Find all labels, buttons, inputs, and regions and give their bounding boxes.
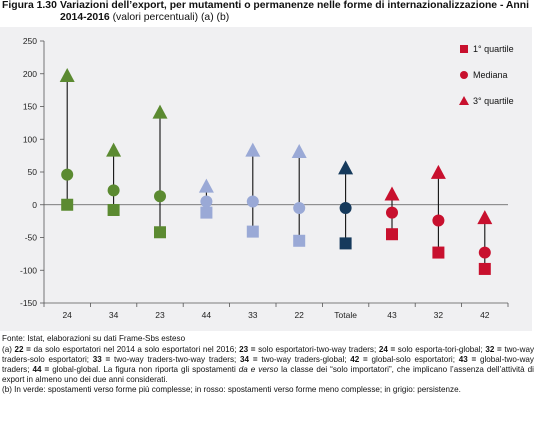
q3-marker-33 <box>245 142 261 157</box>
q1-marker-22 <box>293 234 306 247</box>
x-tick-label: 32 <box>434 310 444 320</box>
x-tick-label: 42 <box>480 310 490 320</box>
note-a-prefix: (a) <box>2 345 15 354</box>
y-tick-label: 100 <box>23 134 37 144</box>
legend-q3-symbol <box>459 96 469 105</box>
y-tick-label: 250 <box>23 36 37 46</box>
figure-subtitle: (valori percentuali) (a) (b) <box>112 12 230 23</box>
note-a-key-32: 32 = <box>485 345 502 354</box>
note-a-text-33: two-way traders-two-way traders; <box>110 355 241 364</box>
median-marker-Totale <box>339 202 352 215</box>
median-marker-23 <box>154 190 166 203</box>
note-a-text-44: global-global. La figura non riporta gli… <box>49 365 239 374</box>
x-tick-label: 33 <box>248 310 258 320</box>
figure-title-main: Variazioni dell’export, per mutamenti o … <box>60 0 530 23</box>
q1-marker-43 <box>386 228 398 241</box>
note-a-key-44: 44 = <box>32 365 50 374</box>
y-tick-label: 0 <box>32 200 37 210</box>
x-tick-label: Totale <box>334 310 357 320</box>
note-a-tail: la classe dei “solo importatori”, che im… <box>2 365 534 384</box>
q3-marker-Totale <box>338 160 354 175</box>
note-a-key-22: 22 = <box>14 345 31 354</box>
note-a-text-22: da solo esportatori nel 2014 a solo espo… <box>30 345 240 354</box>
q3-marker-22 <box>291 143 307 158</box>
note-a-key-23: 23 = <box>239 345 256 354</box>
q3-marker-42 <box>477 210 493 225</box>
note-a-text-23: solo esportatori-two-way traders; <box>255 345 379 354</box>
median-marker-44 <box>200 195 213 208</box>
median-marker-22 <box>293 202 306 215</box>
q1-marker-24 <box>61 198 74 211</box>
source-note: Fonte: Istat, elaborazioni su dati Frame… <box>2 334 186 343</box>
y-tick-label: -50 <box>25 233 38 243</box>
notes-section: Fonte: Istat, elaborazioni su dati Frame… <box>2 334 534 395</box>
x-tick-labels: 24 34 23 44 33 22 Totale 43 32 42 <box>62 310 489 320</box>
y-tick-label: -100 <box>20 265 37 275</box>
figure-header: Figura 1.30 Variazioni dell’export, per m… <box>2 0 538 24</box>
q3-marker-44 <box>198 178 214 193</box>
chart-legend: 1° quartile Mediana 3° quartile <box>459 44 514 106</box>
legend-q1-symbol <box>460 45 468 53</box>
q1-marker-32 <box>432 246 445 259</box>
y-tick-label: 50 <box>28 167 38 177</box>
x-tick-label: 34 <box>109 310 119 320</box>
figure-title: Variazioni dell’export, per mutamenti o … <box>60 0 530 24</box>
whiskers-layer <box>66 76 486 269</box>
note-a-key-34: 34 = <box>240 355 258 364</box>
y-tick-label: 200 <box>23 69 37 79</box>
note-a-italic: da e verso <box>238 365 279 374</box>
x-tick-label: 22 <box>294 310 304 320</box>
q1-marker-Totale <box>339 237 352 250</box>
median-marker-42 <box>478 246 491 259</box>
note-a-text-32: two-way traders-solo esportatori; <box>2 345 534 364</box>
q3-marker-24 <box>59 67 75 82</box>
q1-marker-42 <box>478 262 491 275</box>
q3-marker-23 <box>152 104 168 119</box>
chart-panel <box>0 27 532 331</box>
note-a-key-24: 24 = <box>378 345 396 354</box>
median-marker-34 <box>107 184 120 197</box>
median-marker-33 <box>246 195 259 208</box>
y-tick-label: 150 <box>23 102 37 112</box>
legend-median-label: Mediana <box>473 70 508 80</box>
x-tick-label: 23 <box>155 310 165 320</box>
note-a-text-24: solo esporta-tori-global; <box>395 345 486 354</box>
x-tick-label: 44 <box>202 310 212 320</box>
q1-marker-33 <box>246 225 259 238</box>
marks-layer <box>59 67 493 275</box>
note-a-text-43: global-two-way traders; <box>2 355 534 374</box>
chart-svg: -150 -100 -50 0 50 100 150 200 250 24 34 23 44 33 22 T… <box>20 36 514 320</box>
q3-marker-34 <box>106 142 122 157</box>
note-a-text-42: global-solo esportatori; <box>367 355 459 364</box>
q1-marker-23 <box>154 226 166 239</box>
q3-marker-32 <box>430 164 446 179</box>
y-tick-label: -150 <box>20 298 37 308</box>
chart-axes: -150 -100 -50 0 50 100 150 200 250 <box>20 36 509 308</box>
median-marker-32 <box>432 214 445 227</box>
note-a-key-42: 42 = <box>350 355 368 364</box>
note-b: (b) In verde: spostamenti verso forme pi… <box>2 385 461 394</box>
note-a-key-33: 33 = <box>92 355 111 364</box>
legend-q3-label: 3° quartile <box>473 96 514 106</box>
q3-marker-43 <box>384 186 400 201</box>
note-a-text-34: two-way traders-global; <box>257 355 351 364</box>
note-a-key-43: 43 = <box>458 355 477 364</box>
median-marker-24 <box>61 168 74 181</box>
legend-q1-label: 1° quartile <box>473 44 514 54</box>
legend-median-symbol <box>460 71 468 79</box>
q1-marker-34 <box>107 203 120 216</box>
q1-marker-44 <box>200 206 213 219</box>
x-tick-label: 24 <box>62 310 72 320</box>
figure-label: Figura 1.30 <box>2 0 57 11</box>
median-marker-43 <box>386 206 398 219</box>
note-a: (a) 22 = da solo esportatori nel 2014 a … <box>2 345 534 385</box>
x-tick-label: 43 <box>387 310 397 320</box>
